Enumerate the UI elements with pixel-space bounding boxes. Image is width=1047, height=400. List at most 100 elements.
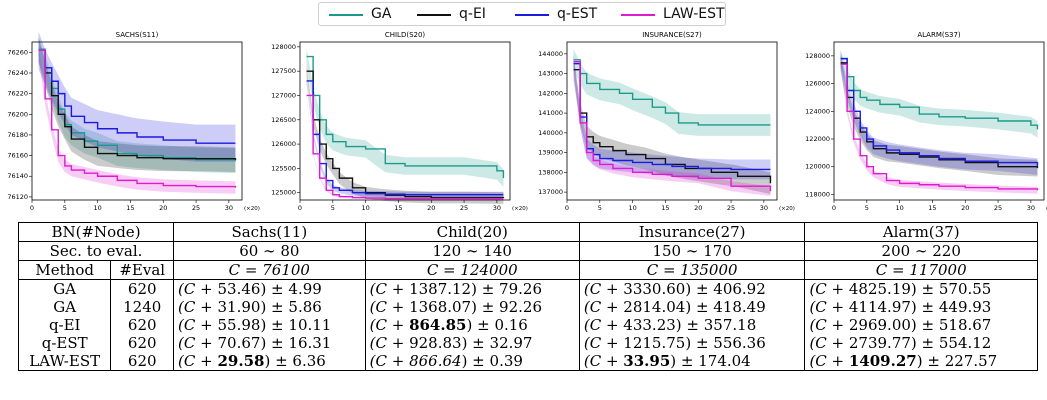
eval-cell: 620 <box>110 316 175 334</box>
x-tick-label: 0 <box>565 204 569 212</box>
header-eval: #Eval <box>110 260 175 280</box>
result-value: 1368.07 <box>409 298 472 316</box>
band-ga <box>38 36 236 174</box>
y-tick-label: 76200 <box>7 110 28 118</box>
y-tick-label: 128000 <box>271 43 296 51</box>
header-alarm: Alarm(37) <box>804 222 1038 242</box>
result-prefix: (C + <box>583 334 624 352</box>
result-prefix: (C + <box>809 352 849 370</box>
y-tick-label: 125500 <box>271 164 296 172</box>
y-tick-label: 144000 <box>538 50 563 58</box>
result-std: ) ± 79.26 <box>471 280 542 298</box>
x-tick-label: 30 <box>225 204 233 212</box>
band-ga <box>306 47 504 187</box>
result-cell: (C + 2739.77) ± 554.12 <box>804 334 1038 352</box>
result-cell: (C + 55.98) ± 10.11 <box>173 316 366 334</box>
table-row: LAW-EST 620 (C + 29.58) ± 6.36 (C + 866.64)… <box>17 352 1038 371</box>
y-tick-label: 126000 <box>805 80 830 88</box>
result-cell: (C + 1409.27) ± 227.57 <box>804 352 1038 371</box>
result-value: 2969.00 <box>848 316 911 334</box>
result-prefix: (C + <box>583 316 624 334</box>
result-prefix: (C + <box>809 316 849 334</box>
x-tick-label: 20 <box>427 204 435 212</box>
y-tick-label: 142000 <box>538 89 563 97</box>
result-prefix: (C + <box>369 352 410 370</box>
band-q-ei <box>840 54 1038 177</box>
result-std: ) ± 227.57 <box>916 352 998 370</box>
plot-frame <box>299 41 511 201</box>
result-prefix: (C + <box>809 298 849 316</box>
result-value: 55.98 <box>217 316 261 334</box>
result-prefix: (C + <box>178 316 218 334</box>
series-line-q-est <box>306 80 504 196</box>
plot-frame <box>31 41 243 201</box>
result-std: ) ± 0.39 <box>461 352 523 370</box>
result-prefix: (C + <box>809 334 849 352</box>
series-line-q-est <box>38 49 236 144</box>
results-table: BN(#Node) Sachs(11) Child(20) Insurance(… <box>17 222 1038 371</box>
y-tick-label: 126500 <box>271 116 296 124</box>
y-tick-label: 120000 <box>805 163 830 171</box>
header-insurance: Insurance(27) <box>578 222 806 242</box>
x-tick-label: 15 <box>126 204 134 212</box>
band-ga <box>573 48 771 136</box>
y-tick-label: 76120 <box>7 193 28 201</box>
x-tick-label: 30 <box>760 204 768 212</box>
band-q-est <box>840 50 1038 176</box>
chart-title: CHILD(S20) <box>385 31 426 39</box>
result-std: ) ± 518.67 <box>910 316 992 334</box>
result-prefix: (C + <box>369 298 410 316</box>
result-value: 4114.97 <box>848 298 911 316</box>
x-tick-label: 25 <box>994 204 1002 212</box>
y-tick-label: 127000 <box>271 91 296 99</box>
result-std: ) ± 357.18 <box>675 316 757 334</box>
result-prefix: (C + <box>809 280 849 298</box>
const-child: C = 124000 <box>364 260 580 280</box>
y-tick-label: 126000 <box>271 140 296 148</box>
x-multiplier-label: (×20) <box>512 206 528 212</box>
legend-label-q-ei: q-EI <box>459 6 486 22</box>
method-cell: GA <box>17 298 112 316</box>
result-std: ) ± 570.55 <box>910 280 992 298</box>
x-tick-label: 30 <box>493 204 501 212</box>
result-value: 3330.60 <box>623 280 686 298</box>
eval-cell: 620 <box>110 334 175 352</box>
result-cell: (C + 2814.04) ± 418.49 <box>578 298 806 316</box>
y-tick-label: 137000 <box>538 188 563 196</box>
result-cell: (C + 1387.12) ± 79.26 <box>364 279 580 298</box>
legend-label-q-est: q-EST <box>557 6 598 22</box>
y-tick-label: 140000 <box>538 129 563 137</box>
const-sachs: C = 76100 <box>173 260 366 280</box>
result-std: ) ± 0.16 <box>466 316 528 334</box>
header-sec-label: Sec. to eval. <box>17 241 175 261</box>
x-tick-label: 25 <box>727 204 735 212</box>
result-cell: (C + 4825.19) ± 570.55 <box>804 279 1038 298</box>
y-tick-label: 139000 <box>538 149 563 157</box>
x-tick-label: 0 <box>298 204 302 212</box>
result-std: ) ± 16.31 <box>260 334 332 352</box>
y-tick-label: 76220 <box>7 90 28 98</box>
result-std: ) ± 406.92 <box>685 280 766 298</box>
y-tick-label: 125000 <box>271 189 296 197</box>
chart-title: INSURANCE(S27) <box>642 31 702 39</box>
y-tick-label: 124000 <box>805 107 830 115</box>
table-row: q-EST 620 (C + 70.67) ± 16.31 (C + 928.83) … <box>17 334 1038 352</box>
series-line-law-est <box>306 94 504 200</box>
result-std: ) ± 174.04 <box>670 352 751 370</box>
result-prefix: (C + <box>583 298 624 316</box>
series-line-law-est <box>38 49 237 188</box>
y-tick-label: 76180 <box>7 131 28 139</box>
result-prefix: (C + <box>178 280 218 298</box>
result-cell: (C + 928.83) ± 32.97 <box>364 334 580 352</box>
band-q-est <box>38 31 236 162</box>
result-value: 928.83 <box>409 334 462 352</box>
const-insurance: C = 135000 <box>578 260 806 280</box>
result-value: 29.58 <box>217 352 265 370</box>
series-line-law-est <box>573 61 772 192</box>
header-bn-label: BN(#Node) <box>17 222 175 242</box>
method-cell: q-EI <box>17 316 112 334</box>
series-line-law-est <box>840 63 1039 191</box>
method-cell: LAW-EST <box>17 352 112 371</box>
result-value: 2814.04 <box>623 298 686 316</box>
table-header-method: Method #Eval C = 76100 C = 124000 C = 13… <box>17 260 1038 280</box>
